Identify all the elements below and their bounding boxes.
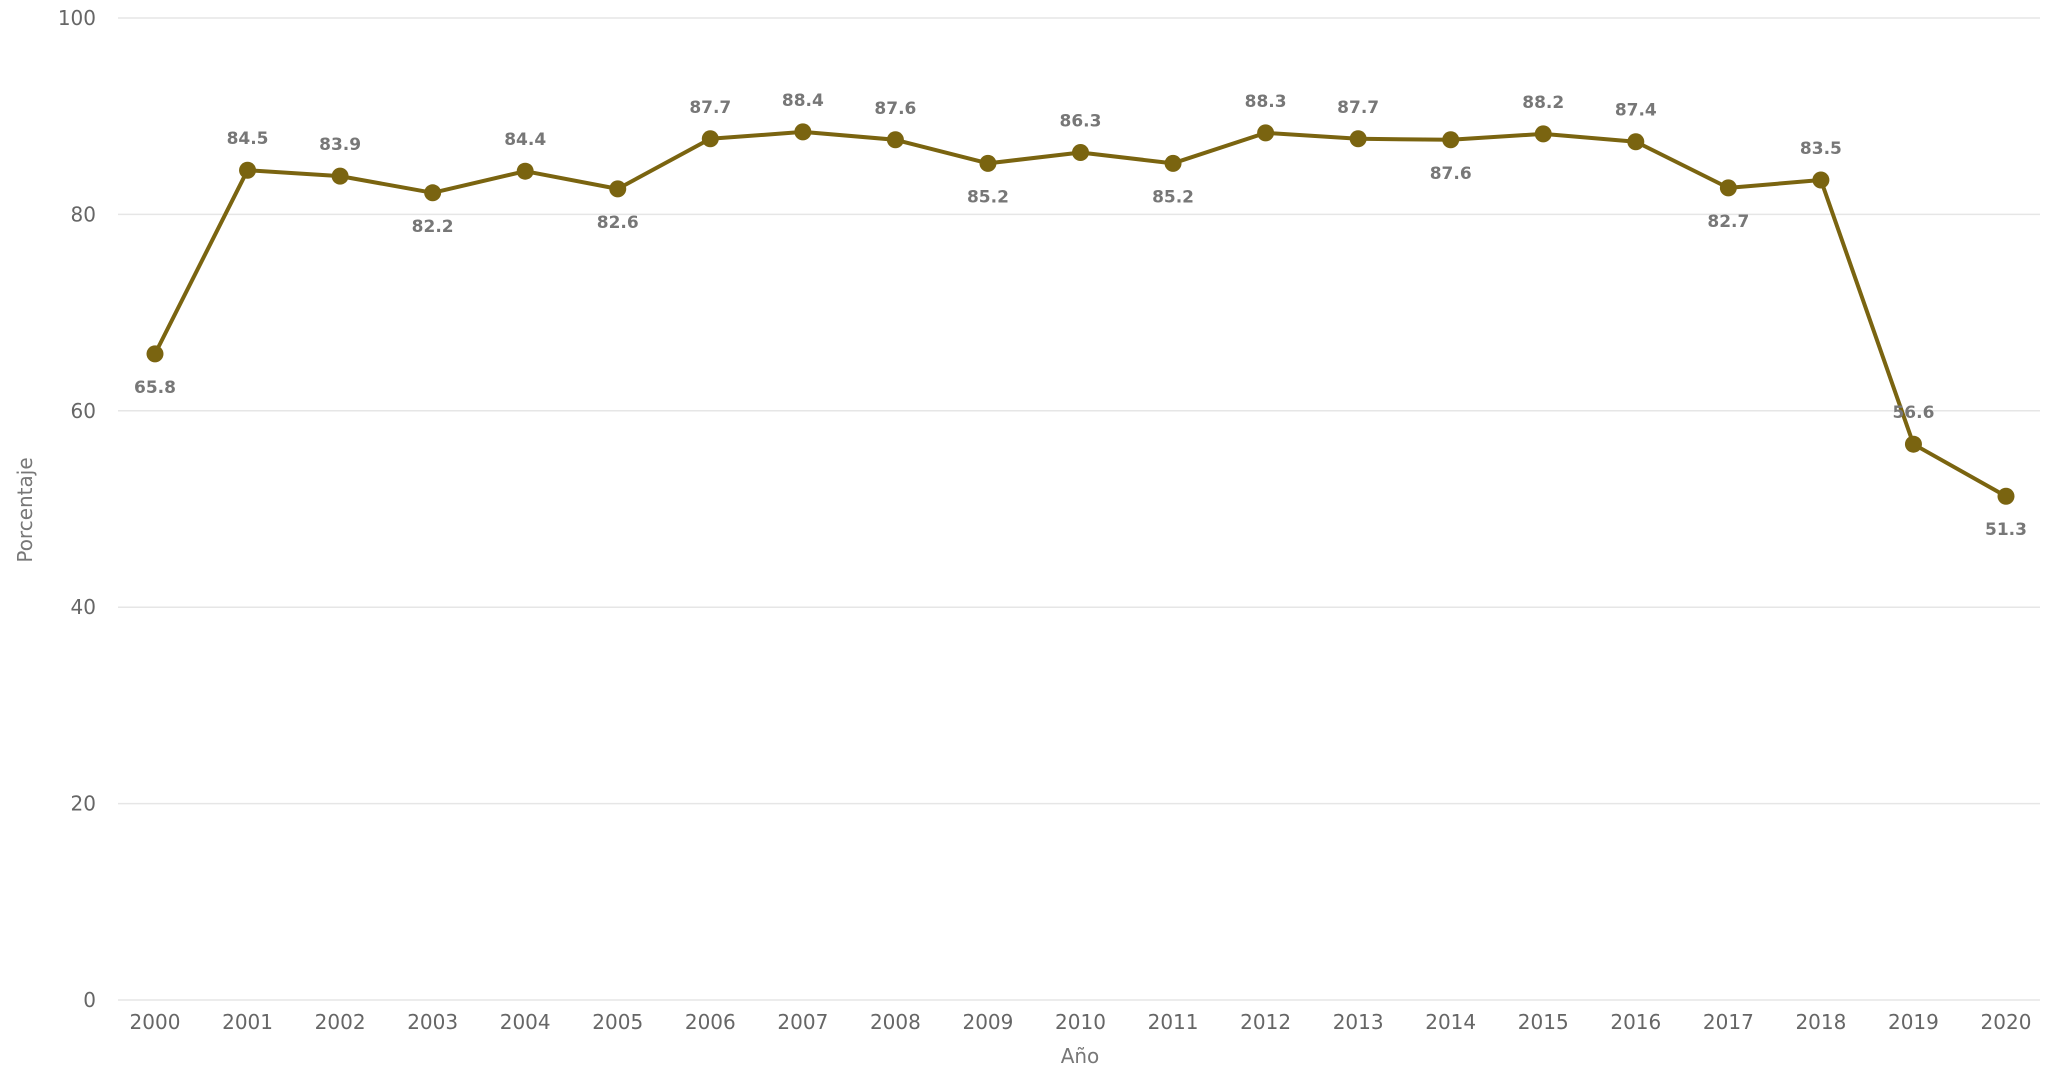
data-label: 86.3	[1060, 112, 1102, 132]
x-tick-label: 2000	[130, 1010, 181, 1034]
data-label: 87.6	[874, 99, 916, 119]
data-point[interactable]	[1257, 124, 1275, 142]
data-point[interactable]	[1072, 144, 1089, 162]
data-label: 51.3	[1985, 520, 2027, 540]
data-label: 85.2	[1152, 187, 1194, 207]
data-point[interactable]	[516, 162, 534, 180]
data-point[interactable]	[146, 345, 164, 363]
data-point[interactable]	[331, 167, 349, 185]
y-tick-label: 40	[71, 595, 96, 619]
x-tick-label: 2016	[1610, 1010, 1661, 1034]
data-label: 88.4	[782, 91, 824, 111]
data-label: 87.6	[1430, 164, 1472, 184]
data-point[interactable]	[1627, 133, 1645, 151]
x-tick-label: 2018	[1795, 1010, 1846, 1034]
data-label: 84.5	[227, 129, 269, 149]
y-tick-label: 60	[71, 399, 96, 423]
x-tick-label: 2009	[962, 1010, 1013, 1034]
data-label: 82.6	[597, 213, 639, 233]
data-point[interactable]	[609, 180, 627, 198]
data-label: 56.6	[1892, 403, 1934, 423]
data-point[interactable]	[701, 130, 719, 148]
data-point[interactable]	[794, 123, 812, 141]
x-tick-label: 2019	[1888, 1010, 1939, 1034]
x-tick-label: 2002	[315, 1010, 366, 1034]
data-label: 88.3	[1245, 92, 1287, 112]
data-label: 87.7	[1337, 98, 1379, 118]
x-tick-label: 2005	[592, 1010, 643, 1034]
x-tick-label: 2014	[1425, 1010, 1476, 1034]
x-tick-label: 2017	[1703, 1010, 1754, 1034]
x-tick-label: 2007	[777, 1010, 828, 1034]
data-point[interactable]	[886, 131, 904, 149]
x-tick-label: 2003	[407, 1010, 458, 1034]
x-tick-label: 2004	[500, 1010, 551, 1034]
data-label: 87.4	[1615, 101, 1657, 121]
data-point[interactable]	[1904, 435, 1922, 453]
x-tick-label: 2013	[1333, 1010, 1384, 1034]
data-label: 65.8	[134, 378, 176, 398]
x-tick-label: 2011	[1148, 1010, 1199, 1034]
data-label: 85.2	[967, 187, 1009, 207]
x-tick-label: 2012	[1240, 1010, 1291, 1034]
data-point[interactable]	[1349, 130, 1367, 148]
y-tick-label: 20	[71, 792, 96, 816]
x-tick-label: 2020	[1981, 1010, 2032, 1034]
y-axis-title: Porcentaje	[13, 457, 37, 562]
data-point[interactable]	[979, 154, 997, 172]
data-label: 84.4	[504, 130, 546, 150]
data-point[interactable]	[239, 161, 257, 179]
x-tick-label: 2010	[1055, 1010, 1106, 1034]
data-label: 82.7	[1707, 212, 1749, 232]
x-tick-label: 2001	[222, 1010, 273, 1034]
data-point[interactable]	[1812, 171, 1830, 189]
x-tick-label: 2006	[685, 1010, 736, 1034]
data-point[interactable]	[424, 184, 442, 202]
data-label: 87.7	[689, 98, 731, 118]
x-axis-ticks: 2000 2001 2002 2003 2004 2005 2006 2007 2008 2009…	[130, 1010, 2032, 1034]
y-tick-label: 80	[71, 202, 96, 226]
data-label: 82.2	[412, 217, 454, 237]
data-point[interactable]	[1442, 131, 1460, 149]
data-label: 88.2	[1522, 93, 1564, 113]
data-point[interactable]	[1719, 179, 1737, 197]
x-tick-label: 2008	[870, 1010, 921, 1034]
x-axis-title: Año	[1061, 1044, 1100, 1068]
x-tick-label: 2015	[1518, 1010, 1569, 1034]
data-label: 83.9	[319, 135, 361, 155]
y-axis-ticks: 0 20 40 60 80 100	[58, 6, 96, 1012]
data-point[interactable]	[1534, 125, 1552, 143]
series-layer	[146, 123, 2015, 505]
gridlines	[118, 17, 2040, 1001]
data-point[interactable]	[1997, 487, 2015, 505]
y-tick-label: 0	[83, 988, 96, 1012]
data-label: 83.5	[1800, 139, 1842, 159]
data-labels: 65.8 84.5 83.9 82.2 84.4 82.6 87.7 88.4 87.6 85.2…	[134, 91, 2027, 540]
y-tick-label: 100	[58, 6, 96, 30]
data-point[interactable]	[1164, 154, 1182, 172]
